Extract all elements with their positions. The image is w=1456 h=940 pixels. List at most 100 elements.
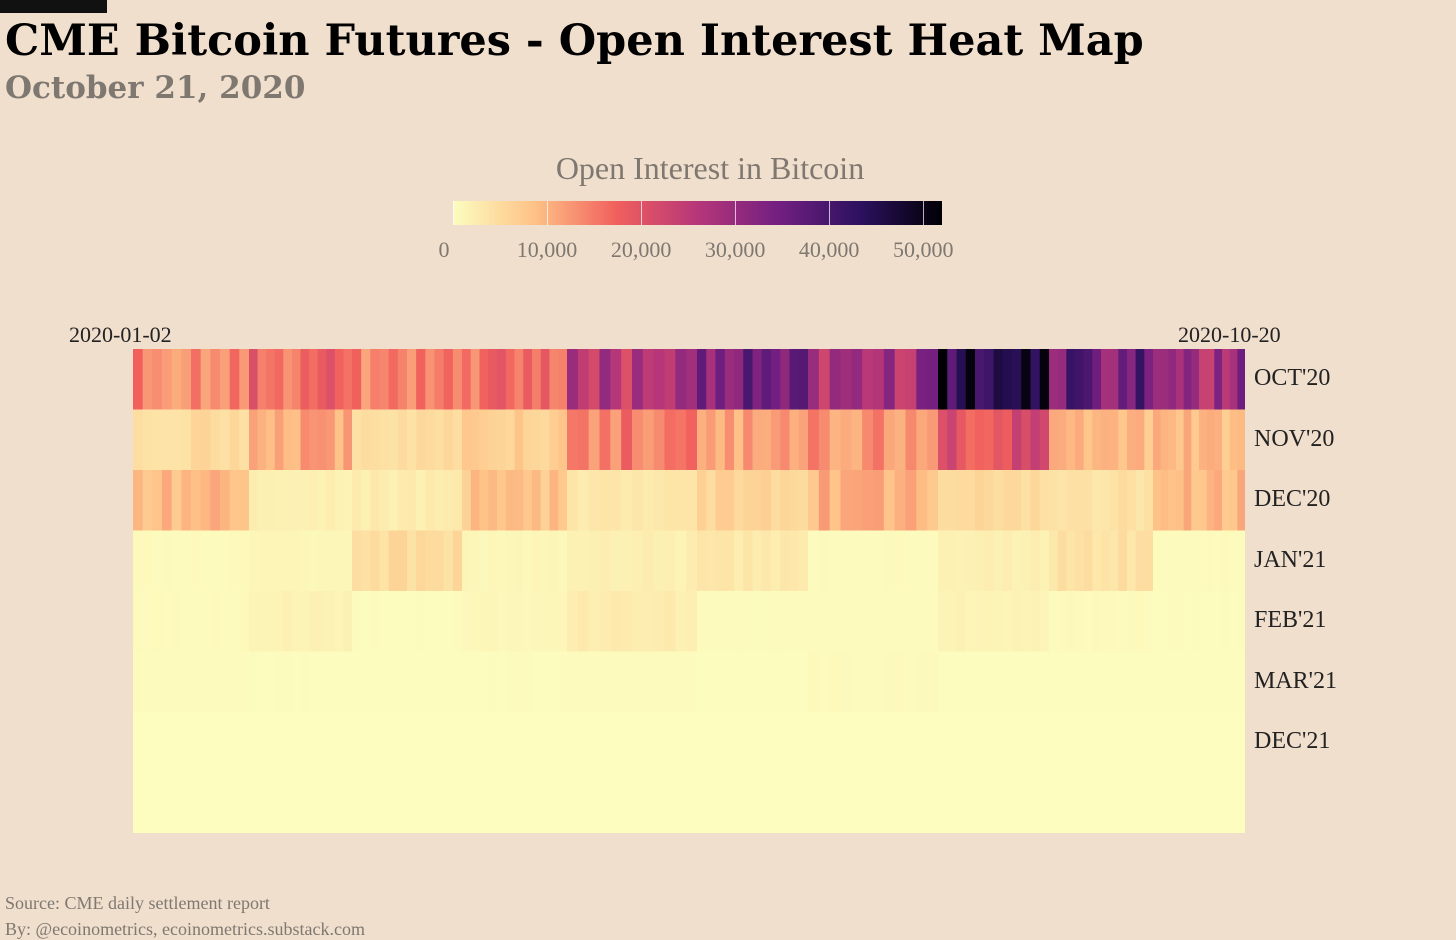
legend-tick (923, 201, 924, 225)
heat-cell (862, 712, 874, 833)
heat-cell (752, 591, 763, 652)
row-label: MAR'21 (1254, 667, 1338, 694)
heat-cell (1012, 409, 1022, 471)
heat-cell (1049, 349, 1059, 410)
heat-cell (567, 409, 579, 471)
heat-cell (798, 712, 809, 833)
heat-cell (470, 591, 481, 652)
heat-cell (334, 349, 345, 410)
heat-cell (1160, 591, 1169, 652)
heat-cell (675, 712, 687, 833)
heat-cell (873, 470, 885, 531)
heat-cell (706, 409, 717, 471)
heat-cell (1160, 530, 1169, 592)
heat-cell (239, 409, 250, 471)
heat-cell (734, 349, 744, 410)
heat-cell (549, 591, 559, 652)
heat-cell (370, 530, 381, 592)
heat-cell (1075, 349, 1085, 410)
heat-cell (1229, 409, 1238, 471)
heat-cell (686, 349, 698, 410)
heat-cell (549, 409, 559, 471)
heat-cell (1109, 409, 1119, 471)
heat-cell (1092, 651, 1102, 713)
heat-cell (1075, 409, 1085, 471)
heat-cell (1183, 470, 1192, 531)
heat-cell (462, 651, 472, 713)
heat-cell (789, 712, 800, 833)
heat-cell (1183, 591, 1192, 652)
heat-cell (274, 530, 284, 592)
heat-cell (975, 712, 985, 833)
heat-cell (771, 712, 781, 833)
heat-cell (309, 712, 319, 833)
heat-cell (191, 530, 202, 592)
heat-cell (675, 409, 687, 471)
heat-cell (862, 349, 874, 410)
heat-cell (818, 530, 831, 592)
heat-cell (706, 530, 717, 592)
heat-cell (462, 591, 472, 652)
heat-cell (1206, 712, 1215, 833)
heat-cell (1057, 712, 1067, 833)
heat-cell (715, 712, 726, 833)
heat-cell (883, 651, 896, 713)
heat-cell (379, 591, 390, 652)
legend-tick (829, 201, 830, 225)
heat-cell (266, 409, 276, 471)
heat-cell (642, 349, 655, 410)
heat-cell (1101, 470, 1111, 531)
heat-cell (1075, 530, 1085, 592)
heat-cell (416, 470, 426, 531)
heat-cell (317, 651, 327, 713)
heat-cell (1199, 470, 1208, 531)
heat-cell (300, 591, 310, 652)
heat-cell (1083, 651, 1093, 713)
heat-cell (274, 409, 284, 471)
heat-cell (210, 409, 221, 471)
heat-cell (1092, 530, 1102, 592)
heat-cell (1118, 409, 1128, 471)
heat-cell (840, 530, 852, 592)
heat-cell (1222, 409, 1231, 471)
heat-cell (152, 470, 163, 531)
heat-cell (883, 530, 896, 592)
heat-cell (761, 349, 772, 410)
heat-cell (249, 530, 259, 592)
heat-cell (497, 530, 507, 592)
heat-cell (309, 349, 319, 410)
heat-cell (599, 530, 611, 592)
heat-cell (505, 409, 516, 471)
heat-cell (743, 470, 754, 531)
heat-cell (162, 591, 173, 652)
heat-cell (505, 349, 516, 410)
heat-cell (1012, 591, 1022, 652)
heat-cell (266, 651, 276, 713)
heat-cell (840, 712, 852, 833)
heat-cell (829, 591, 842, 652)
heat-cell (808, 651, 820, 713)
heat-cell (239, 470, 250, 531)
heat-cell (780, 530, 791, 592)
heat-cell (142, 470, 153, 531)
heat-cell (407, 651, 417, 713)
heat-cell (577, 530, 590, 592)
heat-cell (873, 651, 885, 713)
heat-cell (291, 651, 302, 713)
heat-cell (171, 530, 182, 592)
heat-cell (1109, 470, 1119, 531)
heat-cell (1176, 651, 1185, 713)
row-label: JAN'21 (1254, 546, 1327, 573)
heat-cell (947, 591, 958, 652)
heat-cell (1021, 530, 1032, 592)
heat-cell (1127, 530, 1137, 592)
heat-cell (927, 591, 939, 652)
heat-cell (162, 349, 173, 410)
heat-cell (181, 349, 192, 410)
heat-cell (771, 349, 781, 410)
heat-cell (588, 651, 601, 713)
heat-cell (1183, 409, 1192, 471)
heat-cell (343, 712, 353, 833)
heat-cell (317, 591, 327, 652)
heat-cell (1049, 409, 1059, 471)
